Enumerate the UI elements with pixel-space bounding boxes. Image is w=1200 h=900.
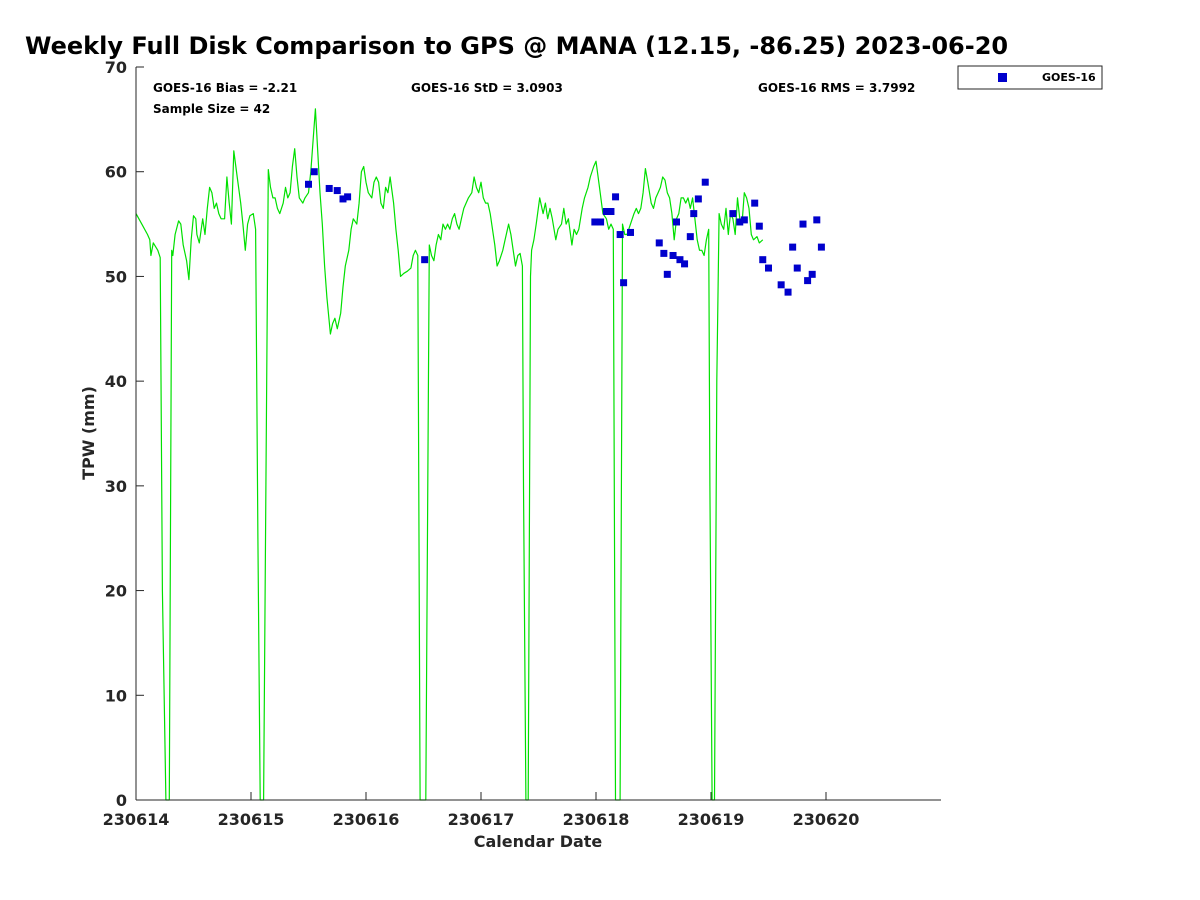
goes16-point: [421, 256, 429, 264]
goes16-point: [694, 195, 702, 203]
y-tick-label: 20: [105, 582, 127, 601]
goes16-series: [305, 168, 825, 296]
x-tick-label: 230617: [448, 810, 515, 829]
x-tick-label: 230618: [563, 810, 630, 829]
x-axis-label: Calendar Date: [474, 832, 603, 851]
plot-background: [136, 67, 941, 800]
goes16-point: [701, 178, 709, 186]
sample-size-stat: Sample Size = 42: [153, 102, 270, 116]
goes16-point: [789, 243, 797, 251]
goes16-point: [729, 210, 737, 218]
y-tick-label: 50: [105, 267, 127, 286]
y-tick-label: 0: [116, 791, 127, 810]
goes16-point: [669, 251, 677, 259]
goes16-point: [627, 228, 634, 236]
goes16-point: [793, 264, 801, 272]
legend-box: [957, 65, 1103, 90]
y-tick-labels: 0 10 20 30 40 50 60 70: [105, 58, 127, 810]
goes16-point: [784, 288, 792, 296]
goes16-point: [310, 168, 318, 176]
y-tick-label: 70: [105, 58, 127, 77]
goes16-point: [690, 210, 698, 218]
goes16-point: [817, 243, 825, 251]
goes16-point: [602, 208, 610, 216]
goes16-point: [813, 216, 821, 224]
chart-title: Weekly Full Disk Comparison to GPS @ MAN…: [25, 32, 1008, 60]
goes16-point: [755, 222, 763, 230]
goes16-point: [591, 218, 599, 226]
bias-stat: GOES-16 Bias = -2.21: [153, 81, 297, 95]
goes16-point: [663, 270, 671, 278]
legend-label: GOES-16: [1042, 71, 1096, 84]
x-tick-label: 230619: [678, 810, 745, 829]
goes16-point: [736, 218, 744, 226]
goes16-point: [660, 249, 668, 257]
goes16-point: [339, 195, 347, 203]
goes16-point: [325, 184, 333, 192]
y-tick-label: 10: [105, 686, 127, 705]
goes16-point: [686, 233, 694, 241]
legend-marker: [998, 73, 1007, 82]
goes16-point: [777, 281, 785, 289]
y-tick-label: 60: [105, 163, 127, 182]
goes16-point: [759, 256, 767, 264]
y-tick-label: 30: [105, 477, 127, 496]
x-tick-label: 230616: [333, 810, 400, 829]
goes16-point: [799, 220, 807, 228]
gps-series: [135, 108, 764, 801]
goes16-point: [740, 216, 748, 224]
y-axis-label: TPW (mm): [79, 386, 98, 480]
legend: GOES-16: [957, 65, 1103, 90]
goes16-point: [597, 218, 605, 226]
goes16-point: [676, 256, 684, 264]
goes16-point: [765, 264, 772, 272]
goes16-point: [808, 270, 816, 278]
gps-line: [135, 108, 764, 801]
goes16-point: [681, 260, 689, 268]
std-stat: GOES-16 StD = 3.0903: [411, 81, 563, 95]
plot-area: [135, 66, 941, 801]
goes16-point: [620, 279, 628, 287]
goes16-point: [655, 239, 663, 247]
rms-stat: GOES-16 RMS = 3.7992: [758, 81, 915, 95]
goes16-point: [607, 208, 615, 216]
goes16-point: [344, 193, 352, 201]
goes16-point: [616, 231, 624, 239]
goes16-point: [804, 277, 812, 285]
goes16-point: [673, 218, 680, 226]
x-tick-label: 230620: [793, 810, 860, 829]
x-tick-labels: 230614 230615 230616 230617 230618 230619 2306…: [103, 810, 860, 829]
goes16-point: [333, 187, 341, 195]
goes16-point: [751, 199, 759, 207]
goes16-point: [612, 193, 620, 201]
x-tick-label: 230615: [218, 810, 285, 829]
goes16-point: [305, 180, 312, 188]
y-tick-label: 40: [105, 372, 127, 391]
x-tick-label: 230614: [103, 810, 170, 829]
